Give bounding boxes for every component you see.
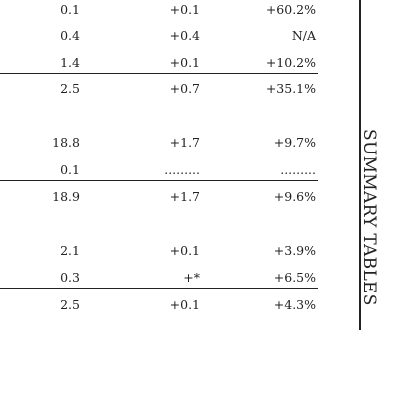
table-cell-change: +0.7 [169, 81, 200, 96]
table-cell-value: 2.5 [60, 297, 80, 312]
table-cell-change: +0.1 [169, 243, 200, 258]
table-cell-change: +1.7 [169, 189, 200, 204]
table-cell-change: +1.7 [169, 135, 200, 150]
table-cell-change: +* [183, 270, 200, 285]
table-cell-percent: +10.2% [265, 55, 316, 70]
table-cell-percent: +9.7% [273, 135, 316, 150]
table-cell-percent: +3.9% [273, 243, 316, 258]
table-cell-value: 18.8 [52, 135, 80, 150]
table-cell-change: ......... [164, 162, 200, 177]
table-cell-change: +0.4 [169, 28, 200, 43]
section-title-text: SUMMARY TABLES [359, 128, 379, 306]
table-cell-value: 1.4 [60, 55, 80, 70]
table-cell-value: 0.3 [60, 270, 80, 285]
table-cell-percent: ......... [280, 162, 316, 177]
table-cell-percent: +6.5% [273, 270, 316, 285]
table-cell-percent: +4.3% [273, 297, 316, 312]
table-rule [0, 73, 318, 74]
table-cell-value: 0.1 [60, 2, 80, 17]
table-cell-percent: +9.6% [273, 189, 316, 204]
table-rule [0, 288, 318, 289]
table-cell-value: 0.4 [60, 28, 80, 43]
table-cell-percent: +35.1% [265, 81, 316, 96]
table-cell-value: 0.1 [60, 162, 80, 177]
table-cell-change: +0.1 [169, 297, 200, 312]
table-cell-change: +0.1 [169, 55, 200, 70]
table-cell-percent: N/A [291, 28, 316, 43]
table-rule [0, 180, 318, 181]
section-title: SUMMARY TABLES [357, 108, 381, 326]
table-cell-value: 18.9 [52, 189, 80, 204]
table-cell-change: +0.1 [169, 2, 200, 17]
table-cell-value: 2.1 [60, 243, 80, 258]
table-cell-value: 2.5 [60, 81, 80, 96]
section-divider [359, 0, 361, 330]
table-cell-percent: +60.2% [265, 2, 316, 17]
